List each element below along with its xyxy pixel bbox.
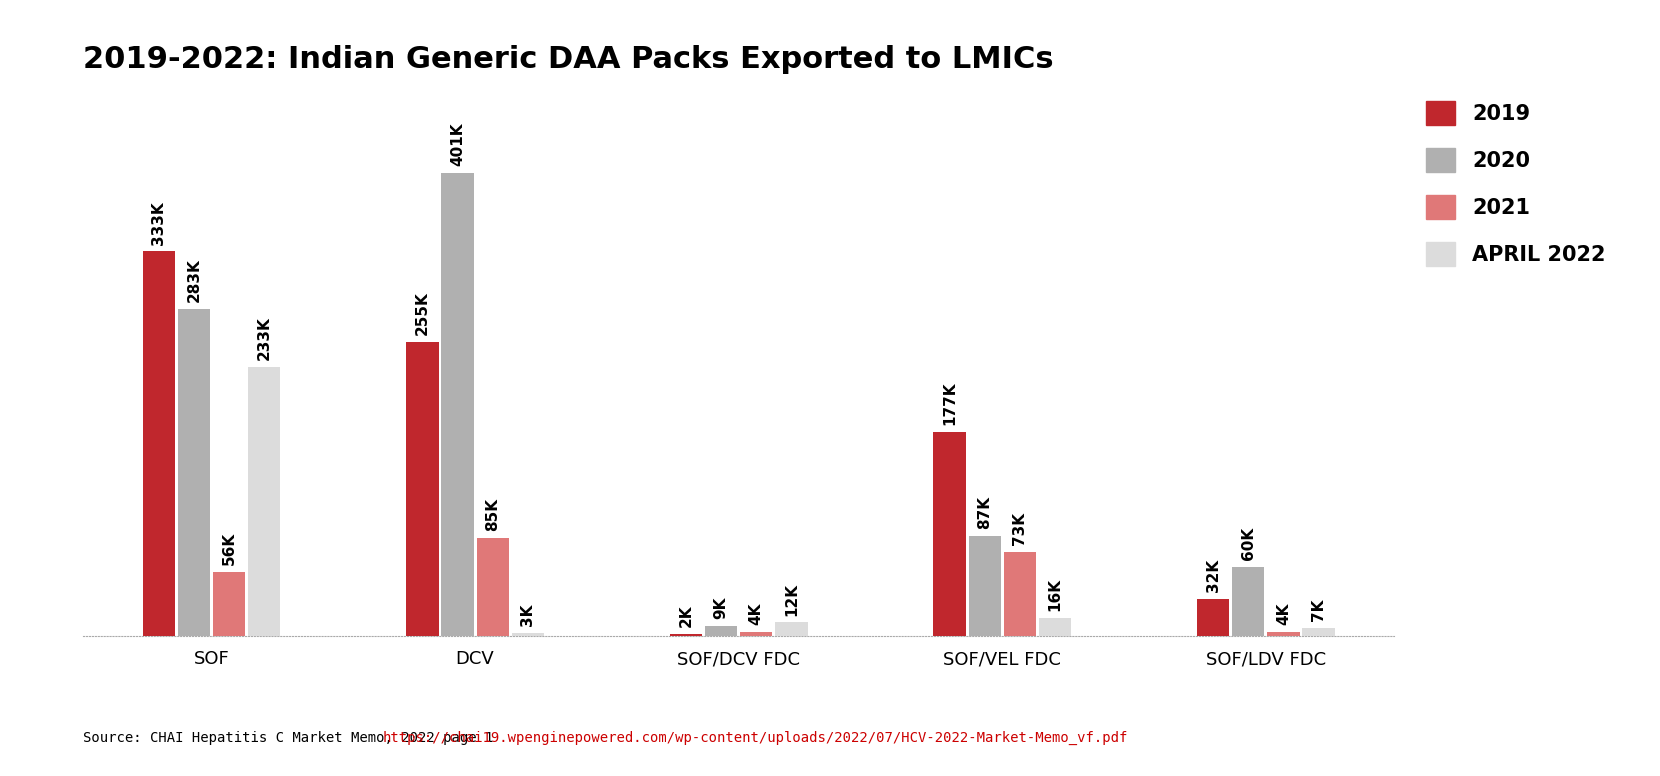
Text: 283K: 283K [186, 258, 201, 303]
Bar [1267, 632, 1300, 636]
Bar [706, 626, 737, 636]
Bar [1004, 552, 1036, 636]
Text: 12K: 12K [784, 583, 798, 615]
Text: 2019-2022: Indian Generic DAA Packs Exported to LMICs: 2019-2022: Indian Generic DAA Packs Expo… [83, 45, 1054, 74]
Bar [1232, 567, 1265, 636]
Bar [212, 572, 246, 636]
Bar [968, 535, 1001, 636]
Text: 32K: 32K [1205, 559, 1220, 592]
Text: 16K: 16K [1047, 578, 1062, 611]
Bar [247, 367, 281, 636]
Bar [1197, 599, 1230, 636]
Text: 333K: 333K [151, 201, 166, 244]
Text: 9K: 9K [714, 597, 729, 619]
Bar [511, 633, 544, 636]
Text: 255K: 255K [415, 291, 430, 334]
Bar [740, 632, 772, 636]
Bar [1039, 618, 1071, 636]
Text: 2K: 2K [679, 605, 694, 627]
Bar [933, 431, 966, 636]
Bar [476, 538, 510, 636]
Bar [178, 310, 211, 636]
Bar [775, 622, 807, 636]
Bar [143, 251, 174, 636]
Text: 87K: 87K [978, 496, 993, 528]
Text: 56K: 56K [221, 532, 237, 565]
Text: 401K: 401K [450, 123, 465, 166]
Bar [1303, 629, 1335, 636]
Text: 177K: 177K [943, 381, 958, 424]
Text: Source: CHAI Hepatitis C Market Memo, 2022 page 1: Source: CHAI Hepatitis C Market Memo, 20… [83, 731, 501, 745]
Text: https://chai19.wpenginepowered.com/wp-content/uploads/2022/07/HCV-2022-Market-Me: https://chai19.wpenginepowered.com/wp-co… [383, 731, 1129, 745]
Bar [407, 341, 438, 636]
Text: 4K: 4K [749, 602, 764, 625]
Text: 60K: 60K [1240, 527, 1257, 560]
Text: 233K: 233K [257, 317, 272, 360]
Text: 7K: 7K [1311, 599, 1326, 622]
Text: 4K: 4K [1277, 602, 1291, 625]
Bar [671, 634, 702, 636]
Legend: 2019, 2020, 2021, APRIL 2022: 2019, 2020, 2021, APRIL 2022 [1418, 92, 1614, 275]
Text: 3K: 3K [520, 604, 535, 626]
Bar [442, 173, 473, 636]
Text: 85K: 85K [485, 498, 500, 531]
Text: 73K: 73K [1013, 512, 1028, 545]
